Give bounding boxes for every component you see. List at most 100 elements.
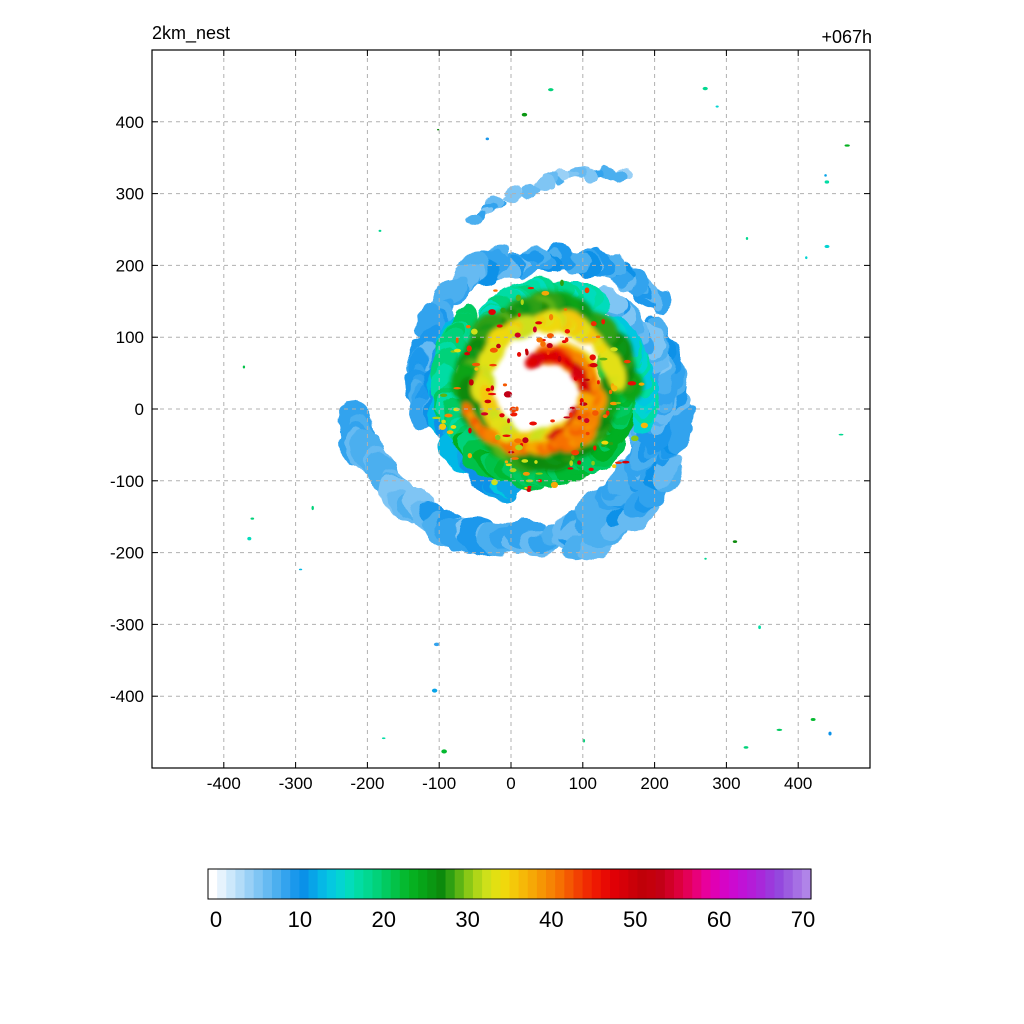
colorbar-swatch	[564, 869, 575, 899]
convective-cell	[480, 412, 489, 416]
convective-cell	[466, 345, 472, 352]
y-tick-label: 200	[116, 256, 144, 275]
colorbar-swatch	[518, 869, 529, 899]
convective-cell	[638, 382, 645, 386]
convective-cell	[541, 290, 550, 296]
convective-cell	[589, 362, 598, 368]
convective-cell	[502, 434, 511, 437]
isolated-cell	[732, 540, 738, 543]
rain-cell	[534, 178, 550, 191]
isolated-cell	[838, 433, 844, 436]
colorbar-swatch	[217, 869, 227, 899]
rain-cell	[466, 214, 481, 226]
convective-cell	[550, 419, 555, 423]
convective-cell	[484, 399, 492, 404]
colorbar-swatch	[491, 869, 501, 899]
colorbar-tick-label: 30	[455, 907, 479, 932]
convective-cell	[532, 326, 537, 333]
convective-cell	[495, 434, 501, 441]
isolated-cell	[844, 144, 850, 147]
convective-cell	[522, 437, 529, 444]
convective-cell	[491, 479, 498, 486]
convective-cell	[589, 354, 596, 361]
convective-cell	[444, 413, 453, 418]
y-tick-label: 100	[116, 328, 144, 347]
convective-cell	[529, 421, 537, 426]
convective-cell	[585, 431, 590, 436]
convective-cell	[471, 328, 478, 335]
isolated-cell	[431, 688, 438, 693]
convective-cell	[610, 347, 618, 352]
convective-cell	[515, 444, 523, 451]
colorbar-swatch	[692, 869, 702, 899]
convective-cell	[522, 471, 530, 476]
convective-cell	[612, 464, 617, 469]
convective-cell	[438, 423, 447, 430]
colorbar: 0 10 20 30 40 50 60 70	[207, 868, 815, 932]
colorbar-swatch	[299, 869, 310, 899]
convective-cell	[455, 337, 459, 344]
convective-cell	[441, 419, 446, 424]
convective-cell	[627, 381, 637, 386]
colorbar-swatch	[765, 869, 776, 899]
convective-cell	[546, 343, 553, 349]
convective-cell	[601, 440, 609, 445]
colorbar-swatch	[262, 869, 273, 899]
convective-cell	[571, 449, 580, 456]
colorbar-tick-label: 40	[539, 907, 563, 932]
convective-cell	[599, 357, 608, 361]
convective-cell	[548, 313, 554, 321]
colorbar-swatch	[317, 869, 328, 899]
convective-cell	[503, 391, 513, 398]
convective-cell	[588, 467, 594, 472]
convective-cell	[439, 393, 448, 398]
convective-cell	[514, 438, 522, 444]
convective-cell	[595, 323, 601, 328]
convective-cell	[471, 362, 481, 367]
colorbar-swatch	[701, 869, 712, 899]
convective-cell	[569, 460, 574, 467]
colorbar-swatch	[573, 869, 584, 899]
colorbar-swatch	[619, 869, 629, 899]
colorbar-swatch	[555, 869, 565, 899]
convective-cell	[450, 424, 457, 429]
convective-cell	[454, 348, 461, 353]
isolated-cell	[548, 88, 554, 92]
colorbar-swatch	[290, 869, 300, 899]
x-tick-label: -200	[350, 774, 384, 793]
colorbar-swatch	[372, 869, 383, 899]
colorbar-swatch	[801, 869, 812, 899]
forecast-time-label: +067h	[821, 27, 872, 47]
colorbar-swatch	[427, 869, 438, 899]
convective-cell	[510, 457, 519, 460]
colorbar-swatch	[226, 869, 237, 899]
convective-cell	[563, 308, 568, 311]
colorbar-swatch	[728, 869, 739, 899]
isolated-cell	[758, 625, 761, 630]
convective-cell	[560, 279, 564, 287]
convective-cell	[521, 459, 529, 463]
colorbar-swatch	[591, 869, 602, 899]
colorbar-tick-label: 70	[791, 907, 815, 932]
chart-title: 2km_nest	[152, 23, 231, 43]
convective-cell	[584, 378, 590, 382]
convective-cell	[550, 481, 559, 489]
y-axis: 400 300 200 100 0 -100 -200 -300 -400	[110, 113, 870, 706]
convective-cell	[611, 385, 618, 392]
x-tick-label: 300	[712, 774, 740, 793]
convective-cell	[490, 385, 495, 391]
isolated-cell	[824, 244, 830, 249]
isolated-cell	[433, 642, 440, 647]
isolated-cell	[441, 749, 447, 754]
colorbar-swatch	[582, 869, 593, 899]
colorbar-swatch	[710, 869, 721, 899]
convective-cell	[569, 412, 573, 418]
convective-cell	[608, 442, 614, 446]
colorbar-swatch	[399, 869, 410, 899]
convective-cell	[516, 352, 522, 357]
convective-cell	[496, 324, 503, 328]
convective-cell	[488, 309, 496, 315]
convective-cell	[493, 289, 498, 292]
isolated-cell	[242, 365, 246, 369]
